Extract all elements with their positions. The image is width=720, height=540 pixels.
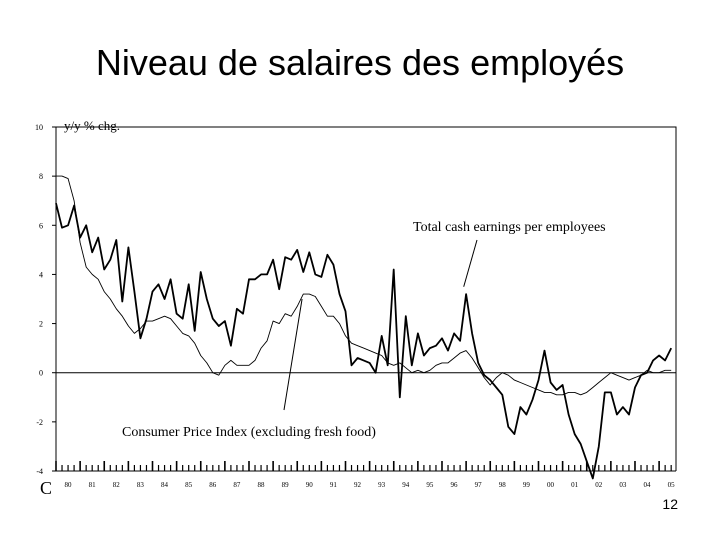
y-tick-label: 6	[39, 221, 43, 230]
y-tick-label: 2	[39, 320, 43, 329]
x-tick-label: 93	[378, 481, 386, 489]
x-tick-label: 92	[354, 481, 362, 489]
y-axis-label: y/y % chg.	[64, 118, 120, 133]
x-tick-label: 05	[668, 481, 676, 489]
chart-series	[55, 175, 673, 480]
series-line-1	[55, 202, 673, 480]
x-tick-label: 83	[137, 481, 145, 489]
annotation-cpi: Consumer Price Index (excluding fresh fo…	[122, 425, 376, 440]
x-tick-label: 82	[113, 481, 121, 489]
x-tick-label: 80	[65, 481, 73, 489]
x-tick-label: 97	[475, 481, 483, 489]
y-tick-label: 0	[39, 369, 43, 378]
chart-frame	[55, 126, 677, 472]
y-tick-label: 8	[39, 172, 43, 181]
x-tick-label: 02	[595, 481, 603, 489]
x-tick-label: 87	[233, 481, 241, 489]
annotation-earnings: Total cash earnings per employees	[413, 220, 606, 235]
x-tick-label: 00	[547, 481, 555, 489]
x-tick-label: 04	[644, 481, 652, 489]
series-line-2	[56, 175, 672, 396]
plot-frame	[55, 126, 677, 471]
x-tick-label: 94	[402, 481, 410, 489]
slide-title: Niveau de salaires des employés	[95, 42, 625, 83]
page-number: 12	[662, 496, 678, 512]
x-tick-label: 84	[161, 481, 169, 489]
x-tick-label: 88	[258, 481, 266, 489]
y-tick-label: -2	[36, 418, 43, 427]
annotation-cpi-leader	[283, 298, 303, 411]
y-tick-label: -4	[36, 467, 43, 476]
x-tick-label: 99	[523, 481, 531, 489]
x-tick-label: 89	[282, 481, 290, 489]
y-tick-label: 10	[35, 123, 43, 132]
x-tick-label: 90	[306, 481, 314, 489]
x-tick-label: 81	[89, 481, 97, 489]
x-tick-label: 01	[571, 481, 579, 489]
x-tick-label: 91	[330, 481, 338, 489]
annotation-earnings-leader	[463, 239, 478, 287]
x-tick-label: 86	[209, 481, 217, 489]
corner-letter: C	[40, 478, 53, 498]
y-tick-label: 4	[39, 270, 43, 279]
x-tick-label: 98	[499, 481, 507, 489]
x-tick-label: 96	[451, 481, 459, 489]
chart-annotations: Total cash earnings per employees Consume…	[122, 220, 606, 440]
x-tick-label: 85	[185, 481, 193, 489]
x-tick-label: 03	[619, 481, 627, 489]
x-tick-label: 95	[426, 481, 434, 489]
